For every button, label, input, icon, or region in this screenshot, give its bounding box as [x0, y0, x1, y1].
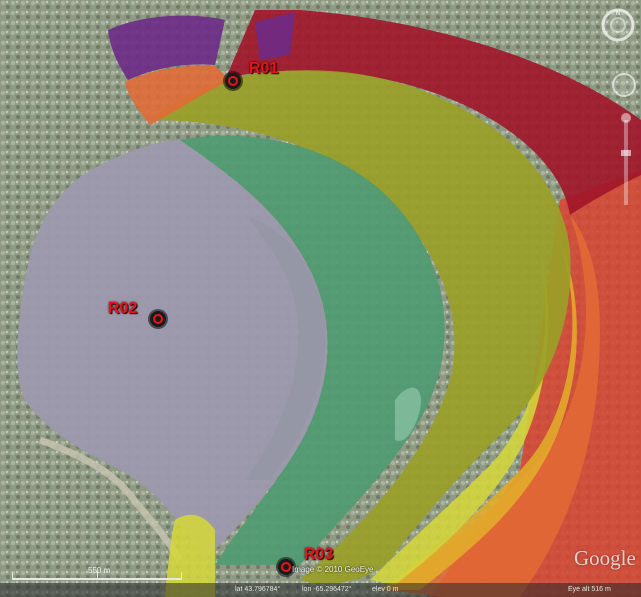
status-elevation: elev 0 m — [372, 586, 399, 593]
status-eye-altitude: Eye alt 516 m — [568, 586, 611, 593]
zone-mid-green — [180, 135, 445, 566]
zone-orange-yellow — [380, 230, 577, 590]
zone-dark-red — [225, 10, 641, 215]
receiver-marker-r02[interactable] — [150, 311, 166, 327]
zone-orange — [385, 215, 600, 597]
receiver-label-r01: R01 — [249, 60, 279, 77]
google-logo: Google — [574, 546, 636, 570]
status-longitude: lon -65.296472° — [302, 586, 352, 593]
receiver-label-r02: R02 — [108, 300, 138, 317]
road — [38, 436, 184, 562]
look-joystick-icon — [612, 73, 636, 97]
zoom-slider-icon — [621, 113, 631, 205]
zone-yellow-bottom — [165, 514, 215, 597]
scale-tick — [97, 572, 98, 580]
receiver-marker-r03[interactable] — [278, 559, 294, 575]
receiver-marker-r01[interactable] — [225, 73, 241, 89]
zone-olive — [150, 70, 571, 584]
compass-control[interactable]: N — [601, 8, 635, 42]
scale-tick — [12, 572, 13, 580]
status-latitude: lat 43.796784° — [235, 586, 281, 593]
compass-icon: N — [601, 8, 635, 42]
zone-purple-right — [255, 12, 295, 60]
zone-water — [17, 140, 328, 560]
receiver-label-r03: R03 — [304, 546, 334, 563]
zone-orange-top — [125, 65, 230, 125]
zone-teal — [395, 387, 421, 441]
compass-north: N — [616, 11, 620, 17]
status-bar: lat 43.796784° lon -65.296472° elev 0 m … — [0, 583, 641, 597]
scale-bar: 550 m — [12, 566, 182, 582]
zone-purple-left — [108, 15, 225, 80]
scale-label: 550 m — [88, 566, 111, 575]
zone-yellow — [370, 255, 549, 585]
look-control[interactable] — [611, 72, 637, 98]
imagery-copyright: Image © 2010 GeoEye — [292, 565, 374, 574]
scale-tick — [181, 572, 182, 580]
zoom-slider[interactable] — [620, 110, 632, 210]
